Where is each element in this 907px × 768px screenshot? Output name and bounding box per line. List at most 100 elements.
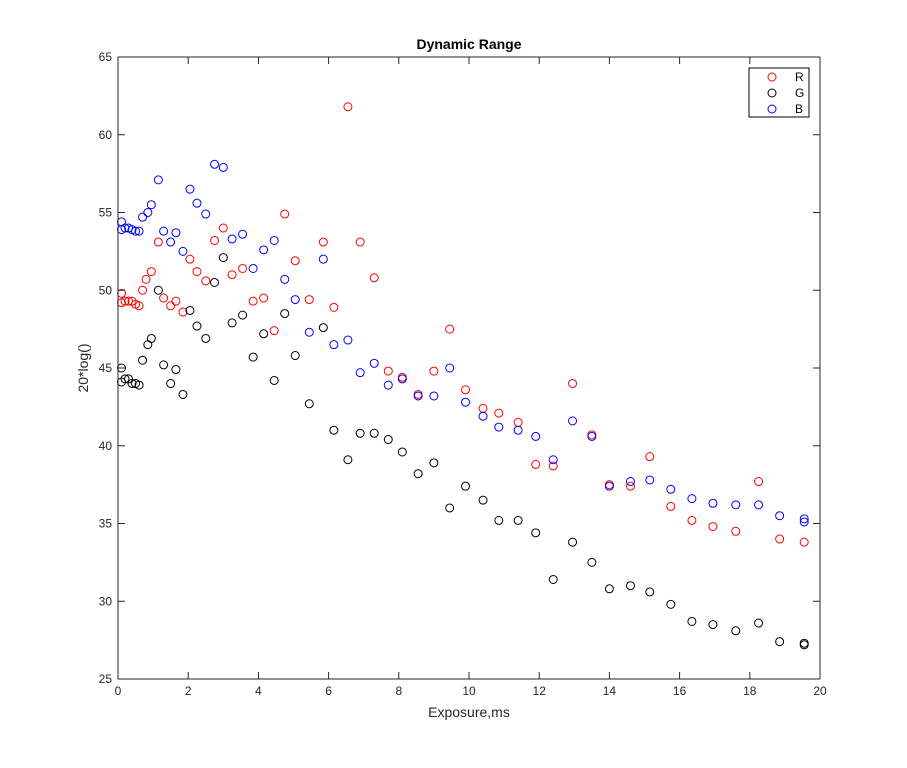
data-point xyxy=(460,385,470,395)
data-point xyxy=(645,587,655,597)
data-point xyxy=(604,481,614,491)
x-tick-label: 4 xyxy=(255,684,262,698)
data-point xyxy=(587,557,597,567)
data-point xyxy=(171,228,181,238)
data-point xyxy=(280,274,290,284)
data-point xyxy=(238,229,248,239)
data-point xyxy=(731,500,741,510)
data-point xyxy=(587,431,597,441)
data-point xyxy=(166,237,176,247)
data-point xyxy=(141,274,151,284)
data-point xyxy=(731,626,741,636)
data-point xyxy=(201,333,211,343)
data-point xyxy=(343,102,353,112)
data-point xyxy=(666,501,676,511)
data-point xyxy=(775,637,785,647)
data-point xyxy=(318,254,328,264)
data-point xyxy=(210,159,220,169)
ticks: 0 2 4 6 8 10 12 14 16 18 20 25 30 35 40 45 50 55 60 65 xyxy=(99,50,827,698)
data-point xyxy=(568,537,578,547)
legend-marker xyxy=(767,72,777,82)
data-point xyxy=(754,618,764,628)
legend-box xyxy=(748,67,810,118)
data-point xyxy=(166,379,176,389)
x-axis-label: Exposure,ms xyxy=(428,704,510,720)
data-point xyxy=(329,302,339,312)
data-point xyxy=(192,198,202,208)
data-point xyxy=(775,534,785,544)
data-point xyxy=(166,301,176,311)
data-point xyxy=(146,200,156,210)
data-point xyxy=(343,455,353,465)
data-point xyxy=(687,515,697,525)
data-point xyxy=(290,295,300,305)
data-point xyxy=(429,366,439,376)
data-point xyxy=(754,477,764,487)
data-point xyxy=(413,469,423,479)
data-point xyxy=(290,351,300,361)
data-point xyxy=(494,408,504,418)
data-point xyxy=(383,366,393,376)
data-point xyxy=(548,574,558,584)
data-point xyxy=(445,363,455,373)
data-point xyxy=(185,184,195,194)
data-point xyxy=(138,285,148,295)
data-point xyxy=(531,528,541,538)
data-point xyxy=(201,209,211,219)
data-point xyxy=(138,355,148,365)
data-point xyxy=(146,267,156,277)
data-point xyxy=(531,431,541,441)
x-tick-label: 18 xyxy=(743,684,757,698)
data-point xyxy=(355,428,365,438)
legend-marker xyxy=(767,104,777,114)
data-point xyxy=(153,285,163,295)
data-point xyxy=(185,254,195,264)
data-point xyxy=(304,327,314,337)
data-point xyxy=(731,526,741,536)
data-point xyxy=(171,365,181,375)
data-point xyxy=(568,416,578,426)
x-tick-label: 2 xyxy=(185,684,192,698)
data-point xyxy=(625,481,635,491)
data-point xyxy=(143,208,153,217)
data-point xyxy=(153,175,163,185)
legend-item-g: G xyxy=(767,86,804,100)
y-tick-label: 65 xyxy=(99,50,113,64)
data-point xyxy=(134,226,144,236)
data-point xyxy=(445,503,455,513)
data-point xyxy=(666,599,676,609)
data-point xyxy=(799,537,809,547)
data-point xyxy=(178,246,188,256)
data-point xyxy=(304,295,314,305)
legend-label: B xyxy=(795,102,803,116)
data-point xyxy=(238,263,248,273)
y-tick-label: 40 xyxy=(99,439,113,453)
data-point xyxy=(227,234,237,244)
data-point xyxy=(192,267,202,277)
data-point xyxy=(531,459,541,469)
data-point xyxy=(355,368,365,378)
data-point xyxy=(159,293,169,303)
data-point xyxy=(134,301,144,311)
data-point xyxy=(775,511,785,521)
data-point xyxy=(754,500,764,510)
y-tick-label: 25 xyxy=(99,672,113,686)
data-point xyxy=(304,399,314,409)
data-point xyxy=(460,397,470,407)
data-point xyxy=(604,584,614,594)
plot-area xyxy=(118,57,820,679)
data-point xyxy=(445,324,455,334)
legend: RGB xyxy=(748,67,810,118)
x-tick-label: 8 xyxy=(395,684,402,698)
y-tick-label: 30 xyxy=(99,594,113,608)
data-point xyxy=(645,475,655,485)
data-point xyxy=(259,245,269,255)
data-point xyxy=(429,391,439,401)
data-point xyxy=(460,481,470,491)
data-point xyxy=(329,425,339,435)
data-point xyxy=(159,360,169,370)
data-point xyxy=(397,447,407,457)
data-point xyxy=(227,318,237,328)
data-point xyxy=(120,223,130,233)
data-points xyxy=(117,102,809,650)
